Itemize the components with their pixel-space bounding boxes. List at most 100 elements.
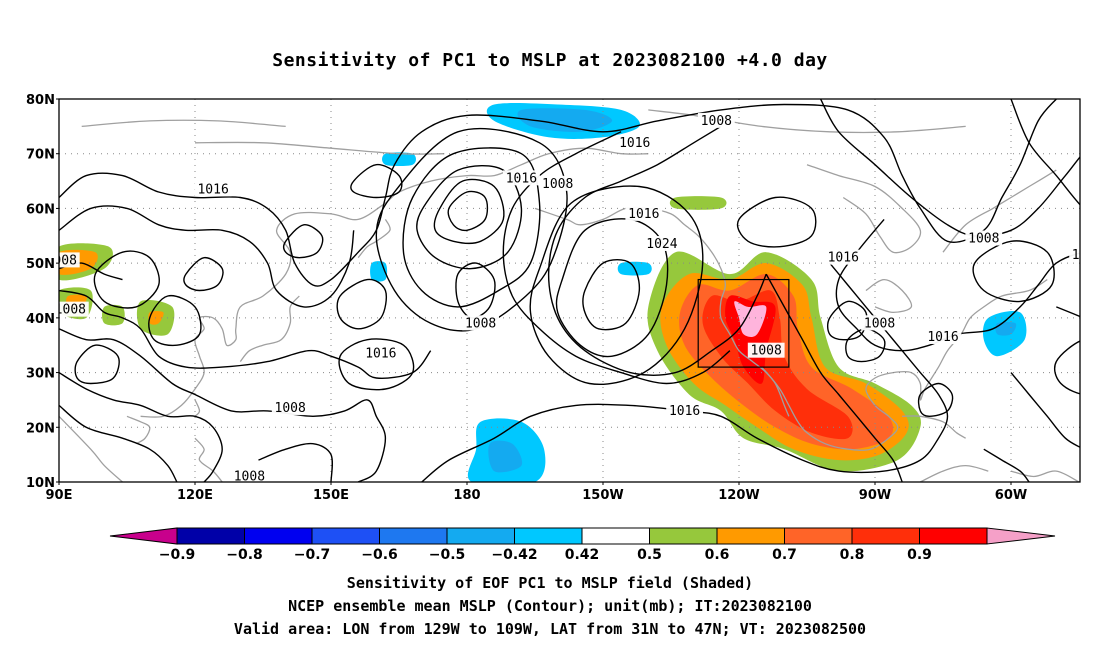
plot-title: Sensitivity of PC1 to MSLP at 2023082100…	[272, 50, 828, 71]
colorbar-label: 0.7	[772, 547, 797, 563]
lat-tick-label: 20N	[26, 421, 55, 436]
contour-line	[258, 442, 334, 482]
coastline	[194, 437, 223, 482]
contour-label: 1016	[506, 171, 537, 186]
colorbar-swatch	[581, 527, 650, 545]
contour-label: 1008	[968, 232, 999, 247]
coastline	[920, 464, 989, 482]
contour-line	[350, 163, 403, 199]
contour-line	[402, 147, 541, 308]
colorbar-label: 0.8	[840, 547, 865, 563]
contour-line	[421, 262, 949, 482]
contour-line	[972, 240, 1055, 303]
contour-label-bg	[697, 112, 735, 128]
colorbar-swatch	[716, 527, 785, 545]
colorbar-label: −0.6	[361, 547, 398, 563]
contour-label: 1016	[365, 346, 396, 361]
contour-label: 1008	[465, 316, 496, 331]
colorbar-swatch	[176, 527, 245, 545]
colorbar-low-arrow	[109, 527, 178, 545]
contour-line	[1056, 306, 1080, 318]
coastline	[902, 415, 967, 439]
lon-tick-label: 60W	[995, 488, 1027, 503]
caption-line-2: NCEP ensemble mean MSLP (Contour); unit(…	[288, 597, 812, 615]
contour-label-bg	[1069, 246, 1080, 262]
lat-tick-label: 80N	[26, 93, 55, 108]
colorbar-label: 0.42	[565, 547, 600, 563]
coastline	[942, 169, 1057, 253]
contour-label-bg	[503, 170, 540, 186]
colorbar-swatch	[311, 527, 380, 545]
contour-label-bg	[362, 345, 400, 361]
contour-label-bg	[539, 175, 577, 191]
contour-label: 1008	[55, 303, 86, 318]
colorbar-label: −0.5	[429, 547, 466, 563]
contour-line	[59, 99, 1057, 287]
contour-line	[845, 328, 886, 363]
coastline	[534, 206, 1048, 451]
contour-line	[74, 344, 120, 385]
lat-tick-label: 60N	[26, 202, 55, 217]
sensitivity-shading	[59, 103, 1027, 482]
contour-line	[529, 185, 704, 385]
contour-line	[1010, 99, 1080, 206]
contour-line	[59, 404, 178, 482]
contour-label: 1024	[646, 237, 677, 252]
contour-label: 1008	[275, 401, 306, 416]
contour-label-bg	[965, 230, 1003, 246]
contour-line	[447, 190, 489, 232]
lat-tick-label: 70N	[26, 148, 55, 163]
colorbar-high-arrow	[986, 527, 1056, 545]
contour-label: 1008	[542, 177, 573, 192]
coastline	[194, 141, 445, 155]
contour-label-bg	[462, 315, 499, 331]
contour-label-bg	[747, 342, 785, 358]
contour-line	[917, 382, 954, 418]
lon-tick-label: 90W	[859, 488, 891, 503]
contour-line	[1010, 372, 1080, 449]
mslp-contour-labels: 1016 1008 1008 1016 1008 1016 1008 1016 1024 1016…	[55, 112, 1080, 485]
colorbar-swatch	[919, 527, 988, 545]
lat-tick-label: 10N	[26, 476, 55, 491]
contour-line	[183, 256, 224, 292]
contour-label: 1016	[197, 182, 228, 197]
mslp-contours	[59, 99, 1080, 482]
contour-line	[93, 250, 160, 309]
contour-line	[148, 294, 202, 347]
contour-line	[455, 262, 496, 319]
lat-tick-label: 50N	[26, 257, 55, 272]
contour-line	[1054, 340, 1080, 395]
lon-tick-label: 90E	[46, 488, 73, 503]
contour-line	[819, 99, 1080, 237]
coastline	[81, 119, 286, 128]
colorbar: −0.9 −0.8 −0.7 −0.6 −0.5 −0.42 0.42 0.5 0.6 0.7 0.…	[109, 527, 1056, 563]
contour-label: 1008	[234, 470, 265, 485]
sensitivity-region	[382, 152, 416, 167]
contour-label-bg	[861, 315, 898, 331]
colorbar-swatch	[446, 527, 515, 545]
contour-label-bg	[59, 301, 89, 317]
contour-line	[835, 218, 1080, 352]
lon-tick-label: 120W	[718, 488, 759, 503]
coastline	[806, 164, 922, 254]
contour-line	[502, 131, 731, 385]
contour-line	[336, 278, 387, 330]
lon-tick-label: 180	[453, 488, 480, 503]
contour-line	[59, 371, 223, 482]
coastline	[761, 366, 790, 417]
contour-label: 1016	[619, 136, 650, 151]
contour-label-bg	[824, 249, 862, 265]
colorbar-label: 0.5	[637, 547, 662, 563]
contour-line	[59, 289, 432, 379]
coastline	[239, 295, 300, 363]
contour-line	[983, 448, 1030, 482]
contour-label-bg	[271, 400, 309, 416]
contour-line	[582, 259, 641, 331]
coastline	[1010, 470, 1080, 482]
contour-label: 1016	[669, 404, 700, 419]
colorbar-label: 0.6	[705, 547, 730, 563]
lat-tick-label: 40N	[26, 312, 55, 327]
lon-tick-label: 150E	[313, 488, 349, 503]
sensitivity-region	[734, 301, 767, 338]
